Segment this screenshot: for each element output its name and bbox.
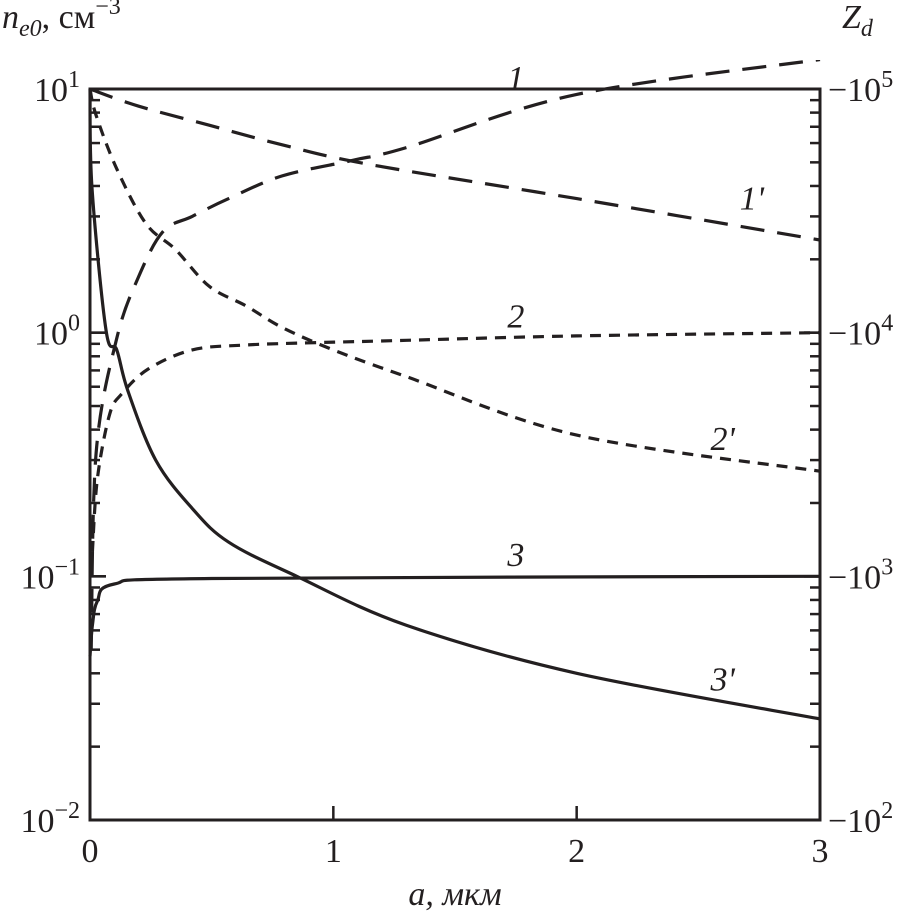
curve-label-2: 2 — [507, 299, 524, 336]
x-tick-label: 2 — [568, 833, 585, 870]
right-tick-label: −102 — [828, 798, 893, 840]
series-curve-3 — [88, 574, 821, 657]
x-tick-label: 3 — [812, 833, 829, 870]
right-tick-label: −105 — [828, 67, 893, 109]
left-tick-label: 10−1 — [20, 554, 80, 596]
y-axis-left-title: ne0, см−3 — [2, 0, 121, 42]
tick-labels: 0 1 2 3 101 100 10−1 10−2 −105 −104 −103 −102 — [20, 67, 893, 870]
curve-label-3-prime: 3' — [710, 661, 736, 698]
series-curve-1-prime — [89, 87, 821, 242]
left-tick-label: 101 — [34, 67, 80, 109]
x-tick-label: 0 — [82, 833, 99, 870]
plot-frame — [88, 87, 822, 822]
y-axis-right-title: Zd — [842, 0, 874, 42]
curve-label-2-prime: 2' — [711, 421, 736, 458]
series-curve-2-prime — [88, 88, 821, 473]
x-axis-title: a, мкм — [408, 876, 501, 913]
right-tick-label: −103 — [828, 554, 893, 596]
curve-label-3: 3 — [506, 537, 524, 574]
curve-label-1-prime: 1' — [740, 181, 765, 218]
curves — [88, 60, 821, 721]
series-curve-3-prime — [88, 88, 821, 721]
curve-labels: 1 1' 2 2' 3 3' — [506, 60, 764, 698]
left-tick-label: 100 — [34, 311, 80, 353]
right-tick-label: −104 — [828, 311, 893, 353]
left-tick-label: 10−2 — [20, 798, 80, 840]
curve-label-1: 1 — [507, 60, 524, 97]
series-curve-1 — [89, 60, 821, 650]
x-tick-label: 1 — [325, 833, 342, 870]
series-curve-2 — [90, 331, 821, 553]
